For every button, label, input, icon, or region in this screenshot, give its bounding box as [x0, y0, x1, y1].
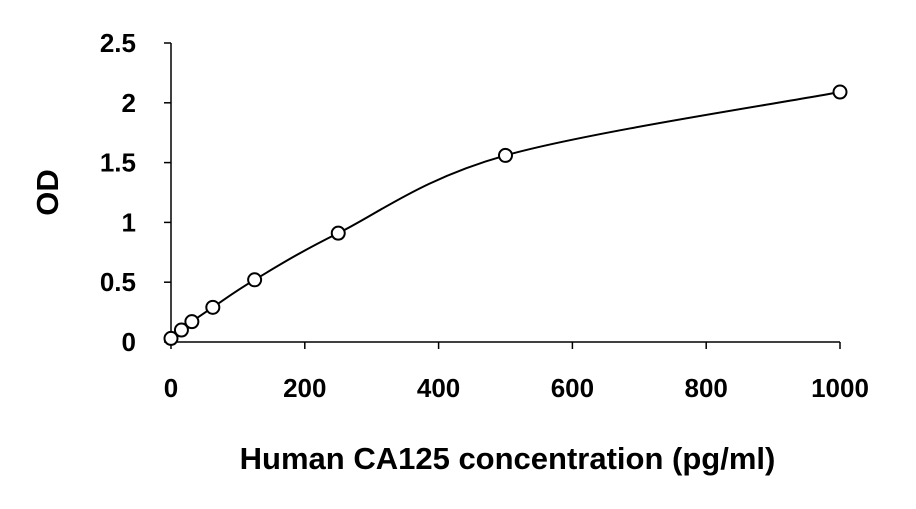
y-tick-label: 1 [122, 207, 136, 237]
axes [170, 43, 840, 343]
data-point [173, 322, 189, 338]
fit-curve [170, 91, 841, 340]
y-tick-label: 1.5 [100, 148, 136, 178]
y-tick-label: 2.5 [100, 28, 136, 58]
data-point [330, 225, 346, 241]
x-tick-label: 400 [417, 373, 460, 403]
data-point [205, 299, 221, 315]
y-axis-title: OD [30, 169, 65, 216]
x-tick-label: 600 [551, 373, 594, 403]
x-tick-label: 800 [685, 373, 728, 403]
x-axis-title: Human CA125 concentration (pg/ml) [240, 441, 776, 476]
data-points [163, 84, 848, 346]
data-point [184, 314, 200, 330]
data-point [247, 272, 263, 288]
x-tick-label: 0 [164, 373, 178, 403]
x-tick-label: 200 [283, 373, 326, 403]
y-ticks: 0 0.5 1 1.5 2 2.5 [100, 28, 171, 357]
x-tick-label: 1000 [811, 373, 869, 403]
data-point [498, 147, 513, 163]
x-ticks: 0 200 400 600 800 1000 [164, 342, 869, 403]
y-tick-label: 2 [122, 88, 136, 118]
data-point [163, 330, 179, 346]
data-point [832, 84, 848, 100]
y-tick-label: 0 [122, 327, 136, 357]
y-tick-label: 0.5 [100, 267, 136, 297]
